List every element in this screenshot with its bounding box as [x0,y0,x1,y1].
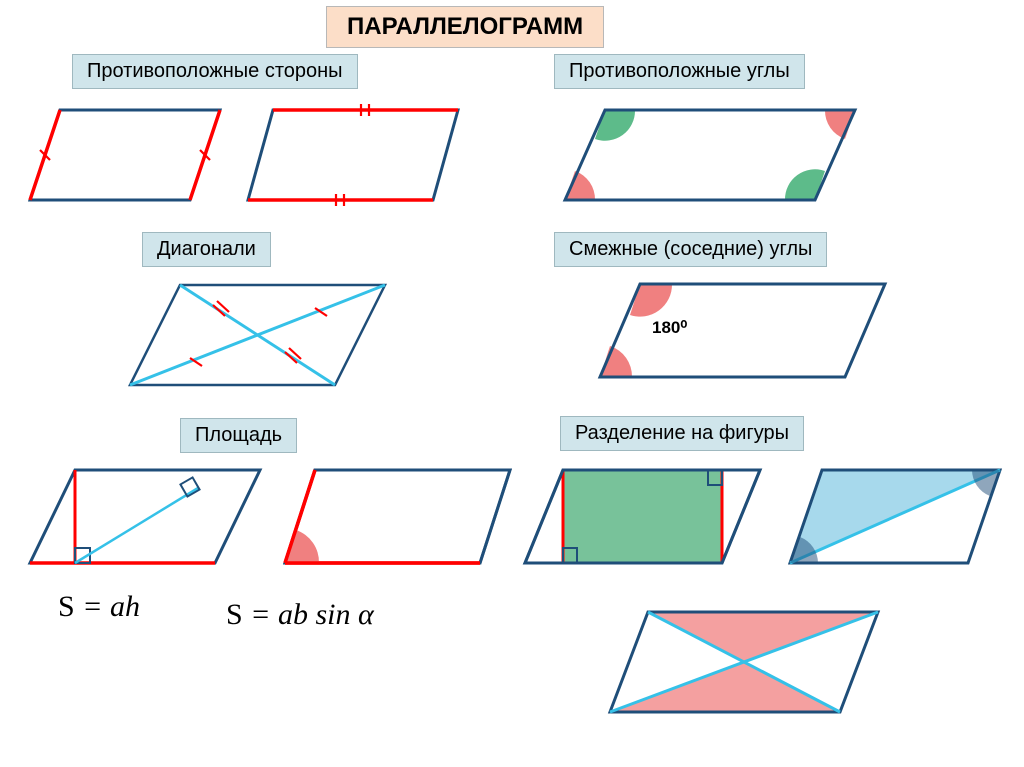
fig-split-tri [780,458,1010,578]
label-adjacent-angles: Смежные (соседние) углы [554,232,827,267]
fig-opposite-sides-1 [20,95,230,215]
fig-opposite-angles [555,95,875,215]
formula-absin: S = ab sin α [226,598,374,632]
fig-split-four [600,600,890,725]
angle-180-text: 180⁰ [652,318,687,338]
fig-adjacent-angles [590,272,900,392]
fig-area-sin [275,458,520,578]
formula-ah: S = ah [58,590,140,624]
label-opposite-sides: Противоположные стороны [72,54,358,89]
label-opposite-angles: Противоположные углы [554,54,805,89]
label-split: Разделение на фигуры [560,416,804,451]
fig-diagonals [120,270,400,400]
fig-split-rect [515,458,770,578]
fig-area-height [20,458,270,578]
fig-opposite-sides-2 [238,95,468,215]
label-diagonals: Диагонали [142,232,271,267]
label-area: Площадь [180,418,297,453]
main-title: ПАРАЛЛЕЛОГРАММ [326,6,604,48]
